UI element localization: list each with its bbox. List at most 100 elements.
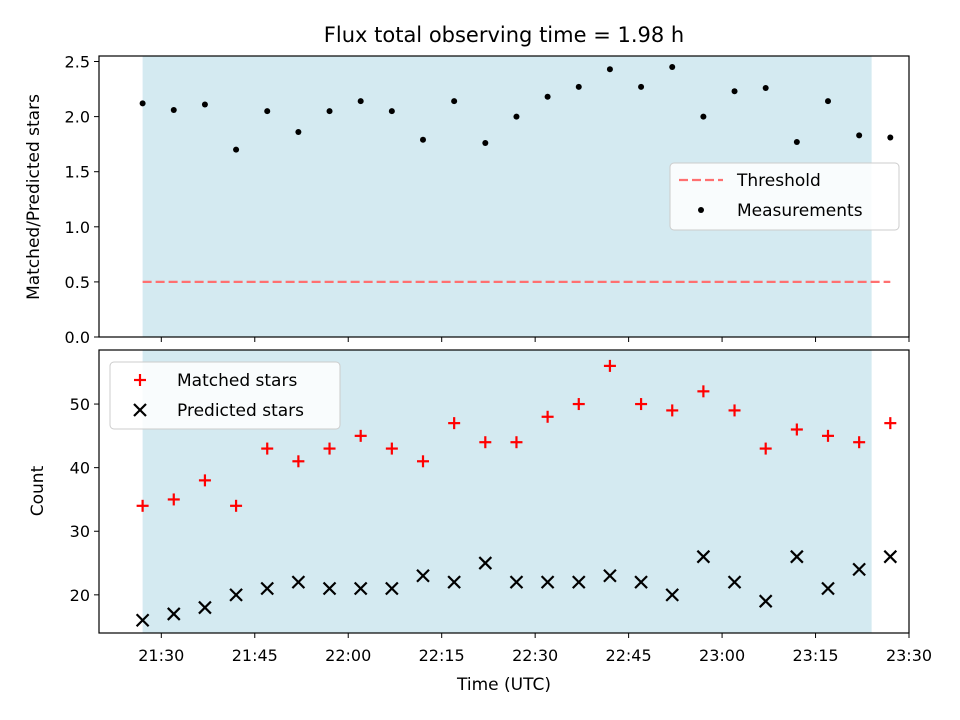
predicted-star-point: [571, 575, 586, 589]
predicted-star-point: [540, 575, 555, 589]
x-tick-label: 22:15: [419, 646, 465, 665]
measurement-point: [825, 98, 831, 105]
predicted-star-point: [385, 581, 399, 596]
measurement-point: [606, 66, 613, 73]
measurement-point: [513, 113, 520, 120]
predicted-star-point: [509, 575, 524, 589]
x-stroke: [447, 575, 461, 589]
measurement-point: [264, 108, 271, 115]
x-stroke: [571, 575, 586, 589]
measurement-point: [420, 136, 426, 143]
measurement-point: [451, 98, 458, 105]
x-stroke: [790, 549, 804, 564]
y-tick-label: 50: [70, 395, 90, 414]
matched-star-point: [198, 474, 211, 487]
matched-star-point: [354, 429, 367, 442]
legend-predicted-label: Predicted stars: [177, 401, 304, 421]
legend-box: [669, 162, 900, 231]
measurement-point: [170, 106, 177, 113]
x-stroke: [540, 575, 555, 589]
y-tick-label: 0.0: [65, 328, 90, 347]
measurement-point: [233, 146, 240, 153]
matched-star-point: [479, 436, 492, 449]
plot-frame: [98, 55, 910, 338]
x-stroke: [852, 562, 866, 577]
x-stroke: [665, 588, 680, 602]
legend-matched-label: Matched stars: [177, 371, 297, 391]
y-tick-label: 0.5: [65, 273, 90, 292]
x-stroke: [603, 568, 617, 583]
measurement-point: [731, 88, 738, 95]
y-tick-label: 20: [70, 586, 90, 605]
y-tick-label: 1.0: [65, 218, 90, 237]
y-tick-label: 1.5: [65, 163, 90, 182]
matched-star-point: [884, 417, 897, 430]
matched-star-point: [417, 455, 429, 468]
x-stroke: [478, 556, 493, 570]
matched-star-point: [853, 436, 866, 449]
measurement-point: [295, 129, 302, 136]
predicted-star-point: [821, 581, 835, 596]
matched-star-point: [167, 493, 180, 506]
chart-title: Flux total observing time = 1.98 h: [324, 23, 684, 47]
x-tick-label: 22:30: [512, 646, 558, 665]
measurement-point: [201, 101, 208, 108]
x-stroke: [198, 600, 212, 615]
x-stroke: [353, 581, 368, 596]
matched-star-point: [603, 359, 616, 372]
matched-star-point: [666, 404, 679, 417]
predicted-star-point: [478, 556, 493, 570]
predicted-star-point: [291, 575, 306, 589]
x-tick-label: 21:45: [232, 646, 278, 665]
x-stroke: [509, 575, 524, 589]
y-tick-label: 2.5: [65, 53, 90, 72]
predicted-star-point: [322, 581, 337, 596]
measurement-point: [700, 113, 707, 120]
predicted-star-point: [634, 575, 648, 589]
y-tick-label: 2.0: [65, 108, 90, 127]
x-stroke: [260, 581, 275, 596]
x-tick-label: 23:30: [886, 646, 932, 665]
legend-box: [109, 361, 341, 430]
matched-star-point: [385, 442, 398, 455]
legend-threshold-label: Threshold: [736, 171, 821, 191]
x-stroke: [696, 549, 711, 564]
predicted-star-point: [790, 549, 804, 564]
legend-measurement-swatch: [698, 207, 704, 213]
matched-star-point: [635, 398, 648, 411]
matched-star-point: [292, 455, 305, 468]
predicted-star-point: [229, 588, 243, 602]
legend: Threshold Measurements: [669, 162, 900, 231]
x-stroke: [166, 607, 181, 621]
matched-star-point: [759, 442, 772, 455]
predicted-star-point: [852, 562, 866, 577]
x-stroke: [758, 594, 773, 608]
measurement-point: [388, 108, 395, 115]
legend-predicted-swatch: [133, 403, 147, 417]
measurement-point: [638, 83, 645, 90]
x-tick-label: 23:15: [792, 646, 838, 665]
predicted-star-point: [665, 588, 680, 602]
legend-measurement-label: Measurements: [737, 201, 863, 221]
measurement-point: [887, 134, 894, 141]
predicted-star-point: [696, 549, 711, 564]
predicted-star-point: [135, 613, 150, 628]
predicted-star-point: [198, 600, 212, 615]
matched-star-point: [230, 499, 243, 512]
top-y-axis-label: Matched/Predicted stars: [24, 94, 44, 300]
x-stroke: [291, 575, 306, 589]
legend: Matched stars Predicted stars: [109, 361, 341, 430]
x-stroke: [229, 588, 243, 602]
measurement-point: [544, 93, 551, 100]
matched-star-point: [510, 436, 523, 449]
matched-star-point: [822, 429, 834, 442]
y-tick-label: 40: [70, 459, 90, 478]
x-stroke: [883, 549, 898, 564]
matched-star-point: [448, 417, 461, 430]
y-tick-label: 30: [70, 522, 90, 541]
predicted-star-point: [416, 568, 430, 583]
measurement-point: [793, 138, 800, 145]
matched-star-point: [261, 442, 274, 455]
plot-frame: [98, 349, 910, 634]
